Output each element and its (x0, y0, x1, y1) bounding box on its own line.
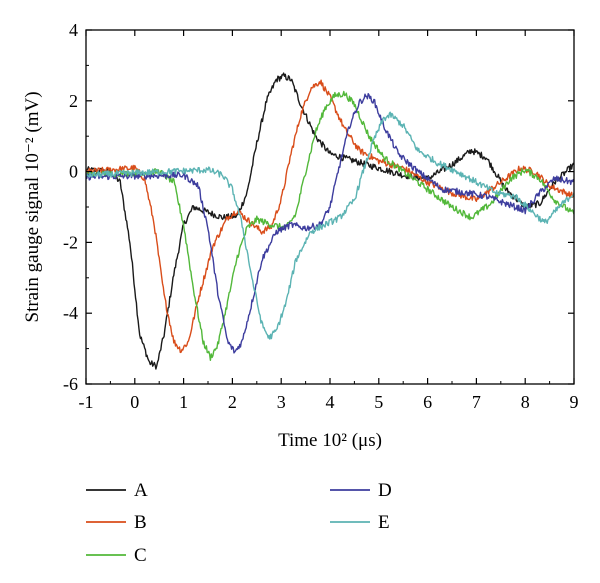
y-tick-label: -2 (63, 232, 78, 252)
series-line-d (86, 93, 574, 354)
axis-layer: -1 0 1 2 3 4 5 6 7 8 9 -6 -4 -2 0 2 4 (63, 20, 579, 412)
x-tick-label: 6 (423, 392, 432, 412)
x-tick-label: -1 (79, 392, 94, 412)
legend-item-e: E (330, 512, 390, 533)
series-line-c (86, 90, 574, 361)
y-axis-title: Strain gauge signal 10⁻² (mV) (22, 91, 43, 322)
legend-label: B (134, 512, 147, 533)
legend-item-c: C (86, 545, 147, 566)
legend: ABC DE (86, 480, 392, 566)
series-line-e (86, 111, 574, 340)
x-tick-label: 7 (472, 392, 481, 412)
series-line-b (86, 79, 574, 354)
legend-label: A (134, 480, 148, 501)
x-tick-label: 1 (179, 392, 188, 412)
y-tick-label: 0 (69, 162, 78, 182)
y-tick-label: 4 (69, 20, 78, 40)
x-tick-label: 9 (570, 392, 579, 412)
x-tick-label: 0 (130, 392, 139, 412)
y-tick-label: -6 (63, 374, 78, 394)
x-tick-label: 5 (374, 392, 383, 412)
legend-label: C (134, 545, 147, 566)
legend-item-a: A (86, 480, 148, 501)
series-layer (86, 72, 574, 370)
x-axis-title: Time 10² (μs) (278, 430, 382, 451)
x-tick-label: 3 (277, 392, 286, 412)
y-tick-label: -4 (63, 303, 78, 323)
x-tick-label: 8 (521, 392, 530, 412)
legend-label: D (378, 480, 392, 501)
x-tick-label: 4 (326, 392, 335, 412)
legend-item-b: B (86, 512, 147, 533)
legend-item-d: D (330, 480, 392, 501)
x-tick-label: 2 (228, 392, 237, 412)
legend-label: E (378, 512, 390, 533)
series-line-a (86, 72, 574, 370)
y-tick-label: 2 (69, 91, 78, 111)
